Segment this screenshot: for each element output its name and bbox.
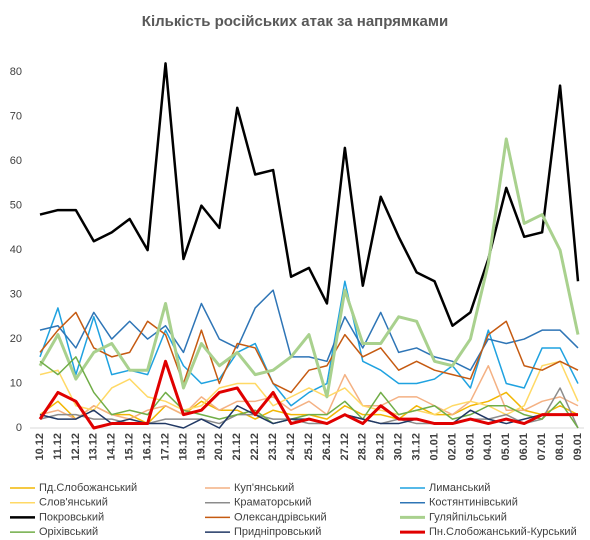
series-line [38,137,580,399]
y-tick-label: 30 [10,288,22,300]
legend-label: Олександрівський [234,511,327,523]
legend-label: Пд.Слобожанський [39,482,137,494]
series-line [39,289,579,371]
x-tick-label: 20.12 [213,433,225,461]
x-tick-label: 10.12 [34,433,46,461]
x-tick-label: 18.12 [177,433,189,461]
legend-label: Слов'янський [39,497,108,509]
y-tick-label: 50 [10,200,22,212]
legend-label: Покровський [39,511,104,523]
legend-label: Костянтинівський [429,497,518,509]
x-tick-label: 17.12 [159,433,171,461]
legend-label: Гуляйпільський [429,511,507,523]
y-tick-label: 20 [10,333,22,345]
x-tick-label: 07.01 [536,433,548,461]
x-tick-label: 19.12 [195,433,207,461]
x-tick-label: 02.01 [446,433,458,461]
y-tick-label: 0 [16,422,22,434]
x-tick-label: 23.12 [267,433,279,461]
x-tick-label: 22.12 [249,433,261,461]
x-tick-label: 13.12 [88,433,100,461]
x-tick-label: 28.12 [357,433,369,461]
x-tick-label: 09.01 [572,433,584,461]
x-tick-label: 16.12 [142,433,154,461]
series-line [39,356,579,429]
x-tick-label: 05.01 [500,433,512,461]
x-tick-label: 03.01 [464,433,476,461]
y-tick-label: 40 [10,244,22,256]
y-tick-label: 10 [10,377,22,389]
x-tick-label: 06.01 [518,433,530,461]
x-tick-label: 27.12 [339,433,351,461]
chart-title: Кількість російських атак за напрямками [142,13,448,30]
series-line [39,311,579,394]
legend-label: Куп'янський [234,482,294,494]
legend-label: Придніпровський [234,526,321,538]
series-line [38,359,578,430]
x-tick-label: 14.12 [106,433,118,461]
x-tick-label: 31.12 [411,433,423,461]
legend-label: Оріхівський [39,526,98,538]
legend-label: Краматорський [234,497,312,509]
x-tick-label: 29.12 [375,433,387,461]
x-tick-label: 08.01 [554,433,566,461]
x-tick-label: 30.12 [393,433,405,461]
x-tick-label: 04.01 [482,433,494,461]
legend-label: Пн.Слобожанський-Курський [429,526,577,538]
legend-label: Лиманський [429,482,490,494]
x-tick-label: 26.12 [321,433,333,461]
y-tick-label: 70 [10,111,22,123]
y-tick-label: 80 [10,66,22,78]
x-tick-label: 25.12 [303,433,315,461]
x-tick-label: 12.12 [70,433,82,461]
x-tick-label: 11.12 [52,433,64,460]
x-tick-label: 01.01 [428,433,440,461]
x-tick-label: 24.12 [285,433,297,461]
x-tick-label: 15.12 [124,433,136,461]
y-tick-label: 60 [10,155,22,167]
x-tick-label: 21.12 [231,433,243,461]
